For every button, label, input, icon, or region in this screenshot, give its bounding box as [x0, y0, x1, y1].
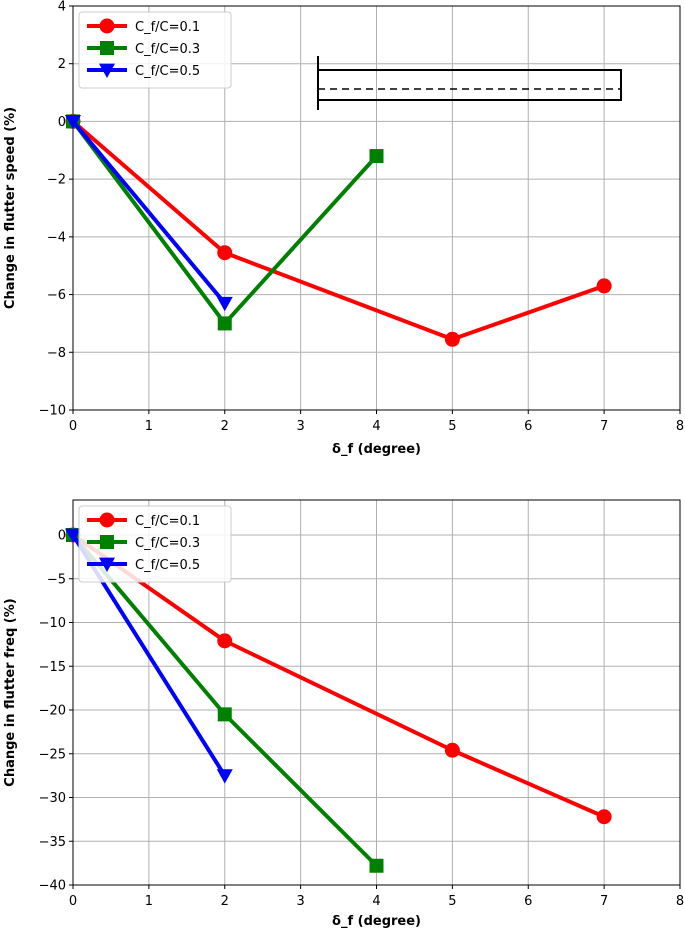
legend-entry: C_f/C=0.1 — [87, 512, 200, 529]
legend-label: C_f/C=0.5 — [135, 558, 200, 573]
x-tick-label: 8 — [676, 894, 684, 909]
legend-marker — [99, 557, 115, 572]
series-2 — [66, 114, 384, 331]
series-3 — [65, 115, 233, 312]
legend-marker — [99, 512, 115, 528]
data-point — [596, 278, 612, 294]
series-line — [71, 533, 605, 819]
data-point — [596, 809, 612, 825]
legend-entry: C_f/C=0.5 — [87, 63, 200, 79]
y-tick-label: −10 — [39, 404, 66, 419]
data-point — [217, 707, 232, 722]
y-tick-label: −20 — [39, 704, 66, 719]
x-tick-label: 0 — [69, 894, 77, 909]
x-tick-label: 4 — [372, 419, 380, 434]
x-tick-label: 8 — [676, 419, 684, 434]
x-tick-label: 4 — [372, 894, 380, 909]
y-tick-label: −10 — [39, 616, 66, 631]
data-point — [65, 528, 81, 543]
y-tick-label: −30 — [39, 791, 66, 806]
x-tick-label: 1 — [145, 894, 153, 909]
schematic-flap-body — [317, 69, 622, 101]
y-tick-label: 0 — [58, 529, 66, 544]
data-point — [444, 742, 460, 758]
x-tick-label: 2 — [221, 419, 229, 434]
x-tick-label: 1 — [145, 419, 153, 434]
x-tick-label: 7 — [600, 894, 608, 909]
x-tick-label: 2 — [221, 894, 229, 909]
legend: C_f/C=0.1 C_f/C=0.3 C_f/C=0.5 — [78, 11, 232, 89]
legend-label: C_f/C=0.1 — [135, 514, 200, 529]
chart-panel-2: 0 1 2 3 4 5 6 7 8 0 −5 −10 −15 −20 −25 −30 −35 −40 δ_f (de… — [3, 499, 684, 929]
y-tick-label: 2 — [58, 57, 66, 72]
data-point — [217, 245, 233, 261]
y-tick-label: −25 — [39, 747, 66, 762]
x-tick-label: 3 — [296, 419, 304, 434]
legend: C_f/C=0.1 C_f/C=0.3 C_f/C=0.5 — [78, 505, 232, 583]
y-tick-label: −8 — [47, 346, 66, 361]
x-tick-label: 0 — [69, 419, 77, 434]
y-tick-label: 0 — [58, 115, 66, 130]
series-line — [71, 119, 605, 342]
legend-entry: C_f/C=0.3 — [87, 41, 200, 57]
x-tick-label: 6 — [524, 894, 532, 909]
data-point — [216, 769, 233, 784]
x-tick-label: 3 — [296, 894, 304, 909]
legend-marker — [99, 63, 115, 78]
series-line — [71, 120, 227, 305]
x-tick-label: 5 — [448, 419, 456, 434]
legend-entry: C_f/C=0.3 — [87, 535, 200, 551]
x-tick-label: 7 — [600, 419, 608, 434]
y-tick-label: −15 — [39, 660, 66, 675]
chart-panel-1: 0 1 2 3 4 5 6 7 8 4 2 0 −2 −4 −6 −8 −10 δ_f (degree) Chang… — [3, 0, 684, 457]
y-tick-label: −4 — [47, 230, 66, 245]
legend-entry: C_f/C=0.5 — [87, 557, 200, 573]
data-point — [216, 296, 233, 312]
x-axis-label: δ_f (degree) — [332, 442, 421, 457]
data-point — [217, 633, 233, 649]
series-1 — [65, 113, 612, 347]
y-tick-label: −2 — [47, 173, 66, 188]
y-tick-label: 4 — [58, 0, 66, 15]
data-point — [369, 149, 384, 164]
legend-marker — [100, 535, 114, 549]
data-point — [369, 858, 384, 873]
legend-label: C_f/C=0.5 — [135, 64, 200, 79]
y-tick-label: −35 — [39, 835, 66, 850]
y-tick-label: −5 — [47, 572, 66, 587]
legend-entry: C_f/C=0.1 — [87, 18, 200, 35]
y-tick-label: −40 — [39, 879, 66, 894]
data-point — [217, 316, 232, 331]
legend-marker — [100, 41, 114, 55]
legend-label: C_f/C=0.3 — [135, 536, 200, 551]
data-point — [65, 115, 81, 130]
y-tick-label: −6 — [47, 288, 66, 303]
x-axis-label: δ_f (degree) — [332, 914, 421, 929]
y-axis-label: Change in flutter speed (%) — [3, 107, 18, 309]
x-tick-label: 5 — [448, 894, 456, 909]
legend-label: C_f/C=0.1 — [135, 20, 200, 35]
x-tick-label: 6 — [524, 419, 532, 434]
legend-label: C_f/C=0.3 — [135, 42, 200, 57]
legend-marker — [99, 18, 115, 34]
flap-schematic-inset — [317, 56, 622, 110]
data-point — [444, 331, 460, 347]
y-axis-label: Change in flutter freq (%) — [3, 598, 18, 786]
